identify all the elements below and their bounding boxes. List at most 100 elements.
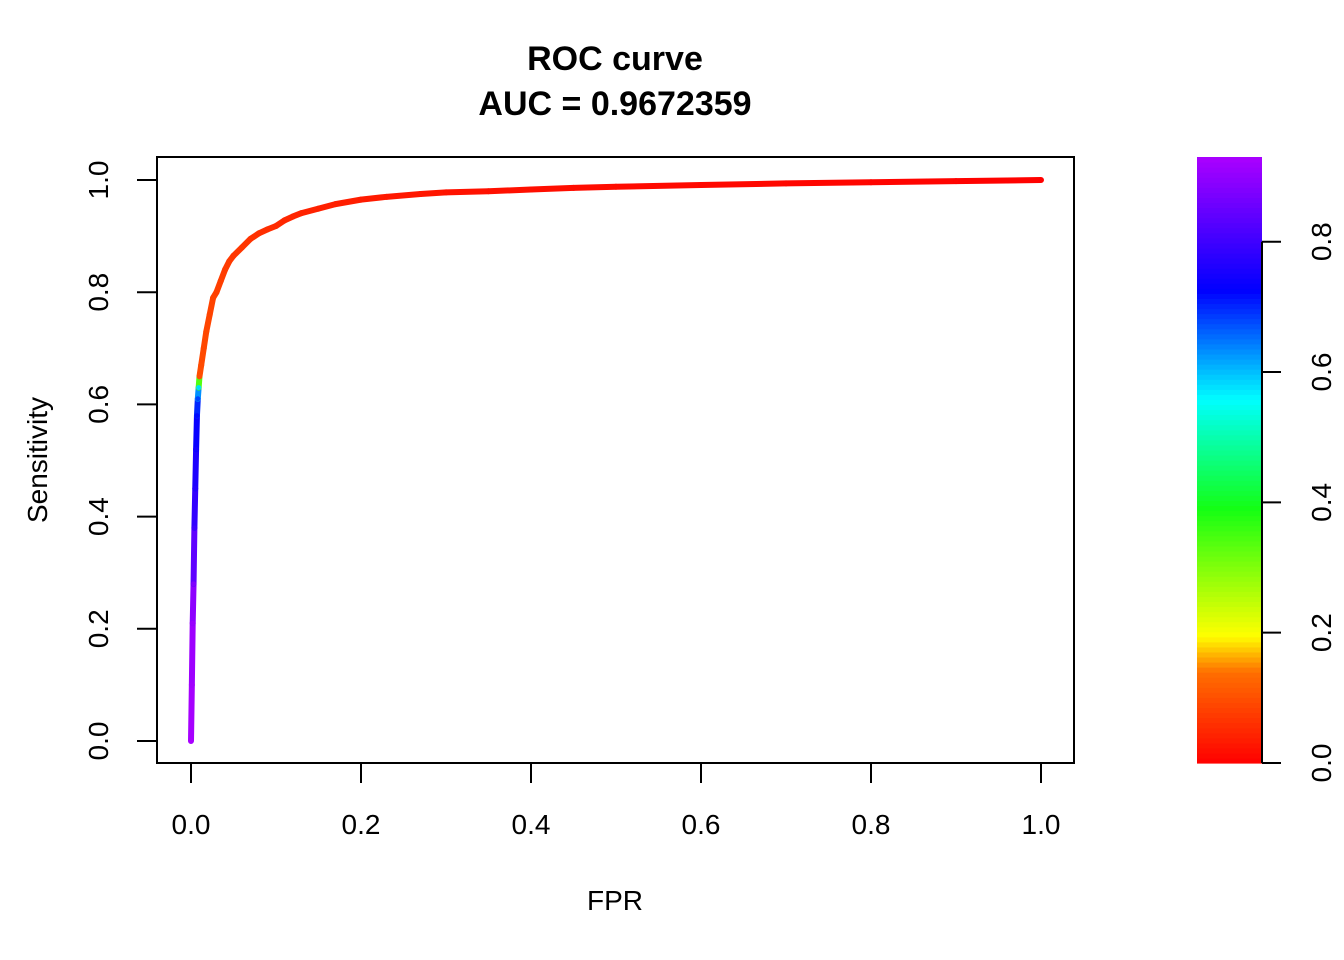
roc-segment <box>443 188 492 196</box>
colorbar-band <box>1197 616 1262 623</box>
colorbar-band <box>1197 288 1262 294</box>
colorbar-band <box>1197 232 1262 239</box>
colorbar-band <box>1197 192 1262 198</box>
colorbar-band <box>1197 379 1262 385</box>
colorbar-band <box>1197 283 1262 289</box>
x-tick-label: 0.4 <box>512 809 551 840</box>
roc-point <box>273 223 279 229</box>
colorbar-band <box>1197 369 1262 375</box>
colorbar-band <box>1197 424 1262 431</box>
roc-segment <box>332 196 364 208</box>
roc-point <box>783 180 789 186</box>
colorbar-band <box>1197 525 1262 532</box>
colorbar-tick-label: 0.2 <box>1306 613 1337 652</box>
colorbar-band <box>1197 343 1262 350</box>
colorbar-band <box>1197 389 1262 395</box>
colorbar-band <box>1197 601 1262 608</box>
colorbar-band <box>1197 586 1262 592</box>
roc-point <box>868 179 874 185</box>
roc-point <box>239 244 245 250</box>
colorbar-band <box>1197 419 1262 426</box>
colorbar-band <box>1197 207 1262 214</box>
colorbar-band <box>1197 414 1262 421</box>
roc-segment <box>358 193 390 203</box>
chart-subtitle: AUC = 0.9672359 <box>478 85 751 123</box>
colorbar-band <box>1197 439 1262 446</box>
colorbar-band <box>1197 212 1262 219</box>
colorbar-band <box>1197 227 1262 234</box>
roc-point <box>210 295 216 301</box>
y-tick-label: 0.8 <box>83 273 114 312</box>
colorbar-band <box>1197 626 1262 633</box>
colorbar-band <box>1197 712 1262 719</box>
colorbar-band <box>1197 293 1262 299</box>
colorbar-band <box>1197 737 1262 744</box>
roc-segment <box>698 180 789 189</box>
colorbar-band <box>1197 313 1262 320</box>
colorbar-band <box>1197 672 1262 678</box>
y-axis: 0.0 0.2 0.4 0.6 0.8 1.0 <box>83 161 158 761</box>
roc-point <box>201 345 207 351</box>
roc-point <box>290 213 296 219</box>
colorbar-band <box>1197 555 1262 562</box>
colorbar-band <box>1197 197 1262 204</box>
colorbar-band <box>1197 722 1262 729</box>
colorbar-band <box>1197 258 1262 264</box>
x-axis: 0.0 0.2 0.4 0.6 0.8 1.0 <box>172 762 1061 840</box>
colorbar-band <box>1197 167 1262 173</box>
colorbar-band <box>1197 687 1262 693</box>
colorbar-band <box>1197 263 1262 269</box>
roc-segment <box>192 446 200 492</box>
y-tick-label: 0.0 <box>83 722 114 761</box>
x-tick-label: 0.0 <box>172 809 211 840</box>
roc-segment <box>189 580 197 627</box>
colorbar-band <box>1197 384 1262 390</box>
roc-segment <box>191 485 199 531</box>
colorbar-band <box>1197 348 1262 355</box>
colorbar-band <box>1197 576 1262 582</box>
colorbar-band <box>1197 752 1262 759</box>
colorbar-band <box>1197 490 1262 496</box>
colorbar-band <box>1197 172 1262 178</box>
y-tick-label: 0.2 <box>83 609 114 648</box>
colorbar-band <box>1197 636 1262 643</box>
colorbar-band <box>1197 606 1262 613</box>
colorbar-band <box>1197 278 1262 284</box>
colorbar-band <box>1197 323 1262 330</box>
colorbar-band <box>1197 702 1262 709</box>
x-tick-label: 1.0 <box>1022 809 1061 840</box>
roc-point <box>384 194 389 200</box>
chart-title: ROC curve <box>527 40 703 78</box>
colorbar-band <box>1197 333 1262 340</box>
colorbar-band <box>1197 328 1262 335</box>
colorbar-band <box>1197 545 1262 552</box>
roc-point <box>953 178 959 184</box>
roc-point <box>198 362 204 368</box>
roc-point <box>265 226 270 232</box>
colorbar-band <box>1197 662 1262 668</box>
colorbar-band <box>1197 520 1262 527</box>
colorbar-band <box>1197 510 1262 517</box>
colorbar-band <box>1197 591 1262 597</box>
y-axis-label: Sensitivity <box>22 397 53 523</box>
x-tick-label: 0.2 <box>342 809 381 840</box>
colorbar-band <box>1197 651 1262 658</box>
roc-point <box>528 187 534 193</box>
colorbar-band <box>1197 581 1262 587</box>
colorbar-band <box>1197 485 1262 491</box>
roc-point <box>194 413 200 419</box>
colorbar-band <box>1197 596 1262 602</box>
roc-curve <box>188 177 1044 744</box>
roc-point <box>1038 177 1044 183</box>
colorbar-band <box>1197 621 1262 628</box>
colorbar-band <box>1197 308 1262 315</box>
colorbar-band <box>1197 717 1262 724</box>
colorbar-band <box>1197 475 1262 481</box>
roc-segment <box>570 183 619 191</box>
colorbar-band <box>1197 742 1262 749</box>
roc-segment <box>188 620 196 688</box>
colorbar-band <box>1197 318 1262 325</box>
roc-point <box>698 182 704 188</box>
roc-segment <box>528 184 577 193</box>
colorbar-tick-label: 0.4 <box>1306 483 1337 522</box>
